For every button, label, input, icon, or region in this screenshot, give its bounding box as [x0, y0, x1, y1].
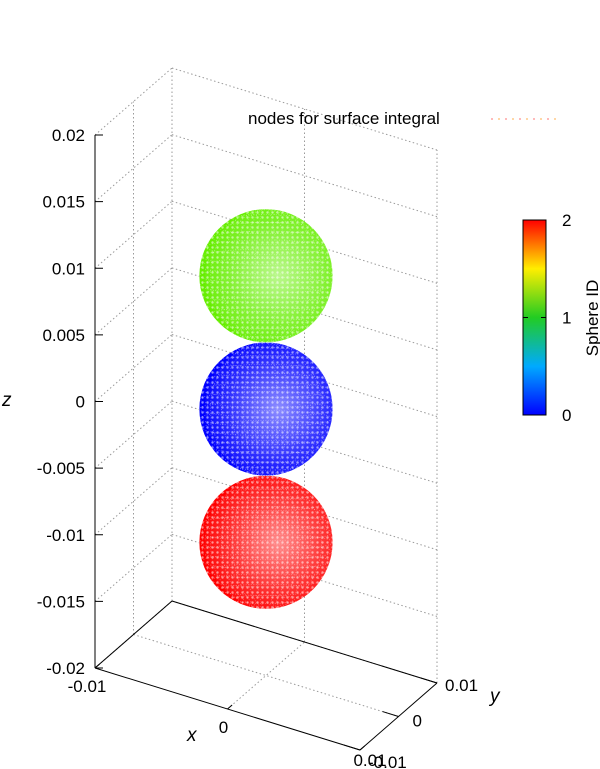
- x-tick-mark: [94, 663, 100, 669]
- floor-edge-line: [171, 600, 438, 684]
- grid-line: [94, 200, 173, 269]
- legend: nodes for surface integral: [248, 109, 556, 128]
- grid-line: [94, 533, 173, 602]
- y-tick-label: -0.01: [368, 753, 407, 769]
- grid-line: [94, 334, 173, 402]
- x-axis-title: x: [186, 725, 198, 746]
- legend-dot: [491, 118, 493, 120]
- grid-line: [133, 634, 399, 717]
- colorbar: 2 1 0 Sphere ID: [522, 211, 600, 425]
- z-tick-label: -0.015: [37, 592, 85, 611]
- spheres: [198, 208, 338, 610]
- y-tick-mark: [420, 677, 438, 684]
- z-tick-label: 0: [76, 393, 85, 412]
- legend-dot: [547, 118, 549, 120]
- z-tick-label: -0.005: [37, 459, 85, 478]
- y-axis-title: y: [488, 686, 501, 707]
- grid-line: [94, 134, 173, 203]
- floor-edge-line: [94, 600, 173, 669]
- legend-dot: [498, 118, 500, 120]
- z-tick-label: -0.01: [46, 526, 85, 545]
- z-axis-title: z: [1, 390, 12, 411]
- legend-dot: [526, 118, 528, 120]
- z-tick-label: 0.01: [52, 259, 85, 278]
- sphere-highlight: [204, 475, 338, 609]
- grid-line: [94, 467, 173, 536]
- grid-line: [171, 134, 438, 218]
- colorbar-title: Sphere ID: [583, 280, 600, 357]
- grid-line: [227, 641, 305, 710]
- grid-line: [94, 267, 173, 336]
- z-tick-label: 0.005: [42, 326, 85, 345]
- z-tick-label: -0.02: [46, 659, 85, 678]
- x-tick-mark: [227, 704, 233, 710]
- x-tick-label: 0.01: [353, 751, 386, 769]
- z-tick-labels: 0.02 0.015 0.01 0.005 0 -0.005 -0.01 -0.015 -0.0…: [37, 126, 85, 678]
- sphere-1: [198, 341, 338, 477]
- y-tick-mark: [343, 744, 361, 751]
- legend-dot: [505, 118, 507, 120]
- y-tick-label: 0: [413, 712, 422, 731]
- x-tick-label: -0.01: [68, 677, 107, 696]
- colorbar-tick-label: 1: [562, 309, 571, 328]
- z-tick-label: 0.015: [42, 193, 85, 212]
- sphere-highlight: [204, 209, 338, 343]
- colorbar-ticks: 2 1 0: [523, 211, 571, 425]
- sphere-0: [198, 475, 338, 610]
- colorbar-tick-label: 0: [562, 406, 571, 425]
- x-tick-mark: [359, 745, 365, 751]
- legend-dot: [533, 118, 535, 120]
- legend-dot: [554, 118, 556, 120]
- axes: [94, 134, 438, 751]
- legend-sample-marker: [491, 118, 556, 120]
- x-tick-labels: -0.01 0 0.01: [68, 677, 387, 769]
- y-tick-label: 0.01: [445, 676, 478, 695]
- grid-line: [94, 67, 173, 136]
- sphere-highlight: [204, 342, 338, 476]
- legend-dot: [512, 118, 514, 120]
- y-tick-labels: -0.01 0 0.01: [368, 676, 478, 769]
- sphere-2: [198, 208, 338, 343]
- legend-label: nodes for surface integral: [248, 109, 440, 128]
- legend-dot: [519, 118, 521, 120]
- colorbar-tick-label: 2: [562, 211, 571, 230]
- legend-dot: [540, 118, 542, 120]
- x-tick-label: 0: [219, 718, 228, 737]
- z-tick-label: 0.02: [52, 126, 85, 145]
- grid-line: [94, 400, 173, 469]
- y-tick-mark: [382, 711, 399, 717]
